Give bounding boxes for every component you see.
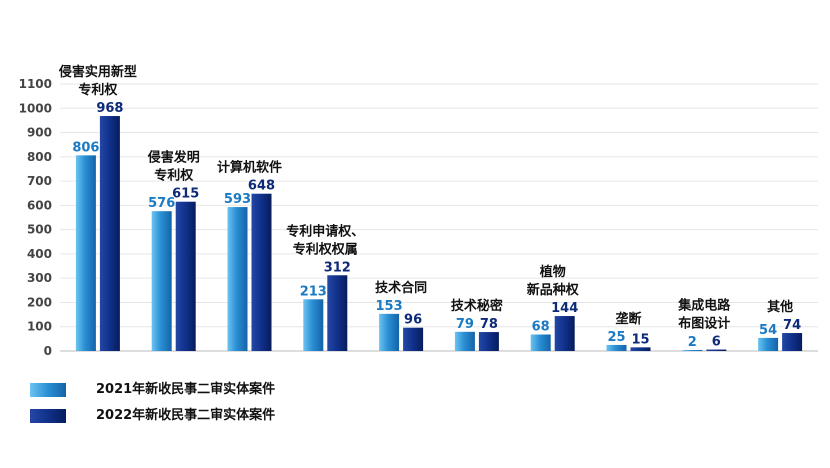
data-label: 79 bbox=[456, 317, 474, 332]
data-label: 576 bbox=[148, 196, 175, 211]
category-label: 集成电路 bbox=[677, 298, 731, 314]
category-label: 植物 bbox=[539, 264, 566, 280]
category-label: 专利权 bbox=[154, 168, 194, 184]
y-tick-label: 500 bbox=[27, 223, 52, 237]
bar-2022 bbox=[403, 327, 424, 351]
category-label: 侵害发明 bbox=[147, 150, 200, 166]
bar-2022 bbox=[554, 316, 575, 351]
bar-2021 bbox=[606, 344, 627, 351]
y-tick-label: 0 bbox=[44, 344, 52, 358]
category-label: 专利申请权、 bbox=[286, 223, 364, 239]
bar-2022 bbox=[175, 201, 196, 351]
category-label: 计算机软件 bbox=[217, 160, 282, 176]
y-tick-label: 300 bbox=[27, 271, 52, 285]
data-label: 78 bbox=[480, 317, 498, 332]
category-label: 侵害实用新型 bbox=[58, 64, 137, 80]
category-label: 专利权权属 bbox=[293, 241, 358, 257]
data-label: 15 bbox=[631, 332, 649, 347]
data-label: 648 bbox=[248, 179, 275, 194]
category-label: 技术秘密 bbox=[451, 298, 503, 314]
data-label: 6 bbox=[712, 335, 721, 350]
data-label: 54 bbox=[759, 323, 777, 338]
bar-2021 bbox=[379, 313, 400, 351]
bar-2021 bbox=[151, 211, 172, 351]
bar-2022 bbox=[327, 275, 348, 351]
legend-swatch-2021 bbox=[30, 382, 66, 397]
bar-2022 bbox=[99, 116, 120, 351]
data-label: 74 bbox=[783, 318, 801, 333]
category-labels: 侵害实用新型专利权侵害发明专利权计算机软件专利申请权、专利权权属技术合同技术秘密… bbox=[58, 64, 793, 332]
y-tick-label: 700 bbox=[27, 174, 52, 188]
bar-2022 bbox=[251, 193, 272, 351]
bar-2021 bbox=[530, 334, 551, 351]
y-tick-label: 400 bbox=[27, 247, 52, 261]
bar-2022 bbox=[478, 332, 499, 351]
legend-label-2021: 2021年新收民事二审实体案件 bbox=[96, 382, 276, 397]
data-label: 593 bbox=[224, 192, 251, 207]
bar-2021 bbox=[454, 331, 475, 351]
y-axis: 0 100 200 300 400 500 600 700 800 900 1000 1100 bbox=[19, 77, 52, 358]
bar-2021 bbox=[682, 350, 703, 351]
legend-item-2021: 2021年新收民事二审实体案件 bbox=[30, 378, 275, 397]
y-tick-label: 900 bbox=[27, 126, 52, 140]
bar-2022 bbox=[706, 349, 727, 351]
category-label: 垄断 bbox=[615, 311, 641, 327]
y-tick-label: 100 bbox=[27, 320, 52, 334]
y-tick-label: 1100 bbox=[19, 77, 52, 91]
legend-item-2022: 2022年新收民事二审实体案件 bbox=[30, 404, 275, 423]
data-label: 25 bbox=[607, 330, 625, 345]
data-label: 312 bbox=[324, 260, 351, 275]
bar-2021 bbox=[75, 155, 96, 351]
bar-2021 bbox=[227, 207, 248, 351]
y-tick-label: 800 bbox=[27, 150, 52, 164]
bar-2022 bbox=[782, 333, 803, 351]
bar-2021 bbox=[303, 299, 324, 351]
data-label: 806 bbox=[72, 140, 99, 155]
data-label: 2 bbox=[688, 335, 697, 350]
legend-label-2022: 2022年新收民事二审实体案件 bbox=[96, 408, 276, 423]
data-label: 153 bbox=[376, 299, 403, 314]
bars bbox=[75, 116, 803, 351]
category-label: 其他 bbox=[767, 299, 793, 315]
category-label: 布图设计 bbox=[678, 316, 730, 332]
data-label: 968 bbox=[96, 101, 123, 116]
category-label: 技术合同 bbox=[375, 280, 427, 296]
y-tick-label: 1000 bbox=[19, 101, 52, 115]
category-label: 专利权 bbox=[78, 82, 118, 98]
legend-swatch-2022 bbox=[30, 408, 66, 423]
data-label: 615 bbox=[172, 187, 199, 202]
data-label: 144 bbox=[551, 301, 578, 316]
data-label: 96 bbox=[404, 313, 422, 328]
data-label: 68 bbox=[532, 319, 550, 334]
y-tick-label: 600 bbox=[27, 198, 52, 212]
bar-2021 bbox=[758, 337, 779, 351]
y-tick-label: 200 bbox=[27, 295, 52, 309]
bar-2022 bbox=[630, 347, 651, 351]
category-label: 新品种权 bbox=[527, 282, 580, 298]
data-label: 213 bbox=[300, 284, 327, 299]
